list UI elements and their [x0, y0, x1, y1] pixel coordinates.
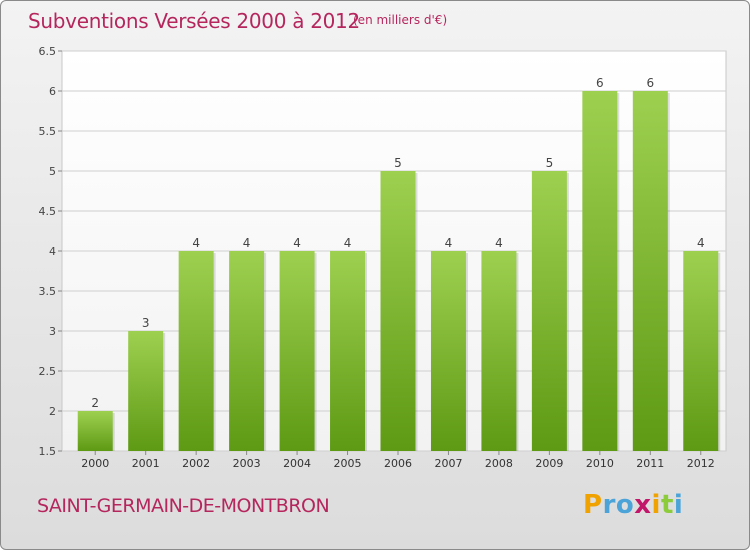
data-label: 3 — [142, 316, 150, 330]
data-label: 4 — [445, 236, 453, 250]
logo-letter: o — [615, 490, 635, 520]
x-tick-label: 2005 — [334, 457, 362, 470]
data-label: 4 — [495, 236, 503, 250]
y-tick-label: 5.5 — [39, 125, 57, 138]
y-tick-label: 3.5 — [39, 285, 57, 298]
chart-subtitle: (en milliers d'€) — [353, 13, 448, 27]
bar — [330, 251, 366, 451]
data-labels: 2 3 4 4 4 4 5 4 4 5 6 6 4 — [91, 76, 704, 410]
data-label: 4 — [192, 236, 200, 250]
logo-letter: t — [660, 490, 674, 520]
logo-letter: r — [602, 490, 616, 520]
bar — [178, 251, 214, 451]
y-tick-label: 3 — [49, 325, 56, 338]
x-tick-label: 2012 — [687, 457, 715, 470]
bar — [279, 251, 315, 451]
x-tick-label: 2001 — [132, 457, 160, 470]
x-tick-label: 2011 — [636, 457, 664, 470]
bar — [632, 91, 668, 451]
data-label: 6 — [596, 76, 604, 90]
x-tick-label: 2006 — [384, 457, 412, 470]
data-label: 4 — [243, 236, 251, 250]
x-tick-label: 2010 — [586, 457, 614, 470]
x-tick-label: 2007 — [434, 457, 462, 470]
x-tick-label: 2004 — [283, 457, 311, 470]
data-label: 6 — [646, 76, 654, 90]
bar — [531, 171, 567, 451]
x-axis-ticks: 2000 2001 2002 2003 2004 2005 2006 2007 2008 2009… — [81, 451, 715, 470]
y-tick-label: 4 — [49, 245, 56, 258]
bar — [229, 251, 265, 451]
bar — [430, 251, 466, 451]
logo-letter: i — [673, 490, 684, 520]
y-tick-label: 2.5 — [39, 365, 57, 378]
bar — [380, 171, 416, 451]
data-label: 4 — [344, 236, 352, 250]
x-tick-label: 2003 — [233, 457, 261, 470]
logo-letter: i — [651, 490, 661, 520]
chart-title: Subventions Versées 2000 à 2012 — [28, 9, 360, 33]
x-tick-label: 2002 — [182, 457, 210, 470]
commune-name: SAINT-GERMAIN-DE-MONTBRON — [37, 495, 330, 517]
bars — [77, 91, 721, 451]
bar — [481, 251, 517, 451]
logo-letter: P — [583, 490, 603, 520]
y-tick-label: 6 — [49, 85, 56, 98]
y-tick-label: 5 — [49, 165, 56, 178]
logo-letter: x — [634, 490, 652, 520]
y-axis-ticks: 1.5 2 2.5 3 3.5 4 4.5 5 5.5 6 6.5 — [39, 45, 62, 458]
y-tick-label: 6.5 — [39, 45, 57, 58]
y-tick-label: 2 — [49, 405, 56, 418]
data-label: 5 — [394, 156, 402, 170]
x-tick-label: 2009 — [535, 457, 563, 470]
data-label: 4 — [697, 236, 705, 250]
data-label: 5 — [546, 156, 554, 170]
x-tick-label: 2000 — [81, 457, 109, 470]
data-label: 4 — [293, 236, 301, 250]
data-label: 2 — [91, 396, 99, 410]
bar — [77, 411, 113, 451]
bar — [582, 91, 618, 451]
bar — [683, 251, 719, 451]
y-tick-label: 4.5 — [39, 205, 57, 218]
x-tick-label: 2008 — [485, 457, 513, 470]
proxiti-logo: Proxiti — [583, 490, 683, 520]
bar — [128, 331, 164, 451]
y-tick-label: 1.5 — [39, 445, 57, 458]
